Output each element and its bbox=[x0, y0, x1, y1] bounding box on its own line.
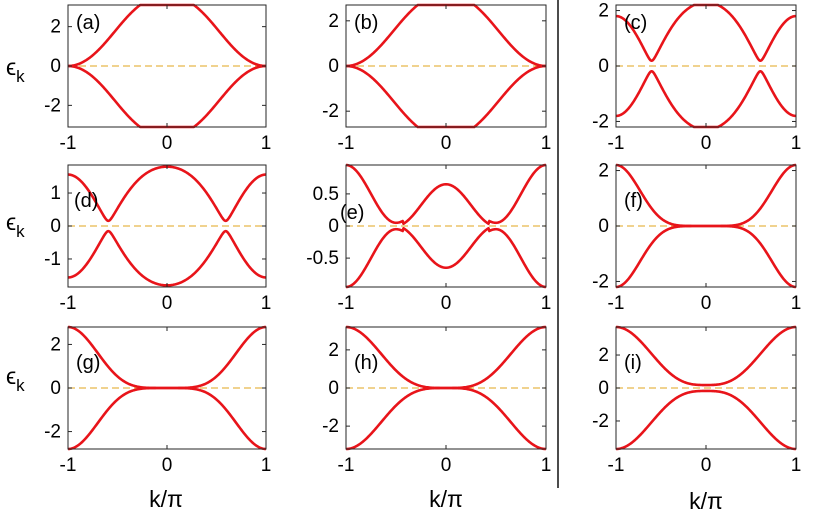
panel-f-xtick-label: -1 bbox=[608, 293, 625, 314]
panel-e-xtick-label: 1 bbox=[541, 293, 552, 314]
panel-a-ytick-label: -2 bbox=[44, 95, 61, 116]
panel-b: 2 0 -2 -1 0 1 (b) bbox=[322, 3, 552, 154]
panel-f-xtick-label: 0 bbox=[701, 293, 712, 314]
panel-h: 2 0 -2 -1 0 1 (h) bbox=[322, 325, 552, 476]
panel-i-xtick-label: 0 bbox=[701, 455, 712, 476]
panel-h-ytick-label: 0 bbox=[328, 378, 339, 399]
panel-h-label: (h) bbox=[354, 352, 378, 374]
panel-d-xtick-label: -1 bbox=[60, 293, 77, 314]
panel-c-xtick-label: 1 bbox=[791, 133, 802, 154]
panel-a: 2 0 -2 -1 0 1 (a) bbox=[44, 3, 272, 154]
panel-h-lower-band bbox=[345, 386, 547, 451]
panel-g-xtick-label: -1 bbox=[60, 455, 77, 476]
panel-e: 0.5 0 -0.5 -1 0 1 (e) bbox=[306, 163, 552, 314]
panel-i: 2 0 -2 -1 0 1 (i) bbox=[592, 325, 802, 476]
panel-e-xtick-label: 0 bbox=[441, 293, 452, 314]
x-axis-label-col3: k/π bbox=[689, 488, 723, 512]
panel-c-ytick-label: 0 bbox=[598, 56, 609, 77]
panel-e-ytick-label: 0 bbox=[328, 216, 339, 237]
panel-i-lower-band bbox=[615, 389, 797, 451]
panel-f-label: (f) bbox=[624, 190, 643, 212]
panel-b-label: (b) bbox=[354, 12, 378, 34]
panel-e-upper-band bbox=[345, 163, 547, 226]
panel-f-ytick-label: -2 bbox=[592, 271, 609, 292]
panel-b-xtick-label: -1 bbox=[338, 133, 355, 154]
panel-h-xtick-label: 1 bbox=[541, 455, 552, 476]
panel-d-xtick-label: 1 bbox=[261, 293, 272, 314]
panel-e-label: (e) bbox=[340, 202, 364, 224]
y-axis-label-row2: ϵk bbox=[6, 209, 25, 241]
x-axis-label-col1: k/π bbox=[149, 486, 183, 512]
panels: 20-2-1 0 1(a) 20-2-1 0 1(b)20-2-1 0 1(c)10-1-1 0… bbox=[44, 1, 801, 476]
y-axis-label-row1: ϵk bbox=[6, 54, 25, 86]
panel-i-xtick-label: -1 bbox=[608, 455, 625, 476]
panel-e-ytick-label: 0.5 bbox=[313, 184, 339, 205]
panel-a-ytick-label: 0 bbox=[50, 56, 61, 77]
panel-c: 2 0 -2-1 0 1 (c) bbox=[592, 1, 801, 154]
panel-c-xtick-label: -1 bbox=[608, 133, 625, 154]
panel-b-ytick-label: 2 bbox=[328, 11, 339, 32]
panel-b-ytick-label: -2 bbox=[322, 101, 339, 122]
panel-g-xtick-label: 1 bbox=[261, 455, 272, 476]
panel-f-lower-band bbox=[615, 224, 797, 289]
panel-d-ytick-label: 1 bbox=[50, 183, 61, 204]
panel-f-ytick-label: 2 bbox=[598, 161, 609, 182]
panel-f: 2 0 -2-1 0 1 (f) bbox=[592, 161, 801, 314]
panel-g-ytick-label: 0 bbox=[50, 378, 61, 399]
panel-a-label: (a) bbox=[76, 12, 100, 34]
panel-a-lower-band bbox=[67, 64, 267, 129]
panel-b-xtick-label: 1 bbox=[541, 133, 552, 154]
panel-d-lower-band bbox=[67, 229, 267, 287]
panel-f-ytick-label: 0 bbox=[598, 216, 609, 237]
panel-c-ytick-label: 2 bbox=[598, 1, 609, 22]
panel-e-lower-band bbox=[345, 226, 547, 289]
panel-b-xtick-label: 0 bbox=[441, 133, 452, 154]
panel-c-lower-band bbox=[615, 70, 797, 129]
panel-g-xtick-label: 0 bbox=[162, 455, 173, 476]
panel-g-lower-band bbox=[67, 386, 267, 451]
panel-i-ytick-label: 2 bbox=[598, 345, 609, 366]
panel-h-xtick-label: -1 bbox=[338, 455, 355, 476]
panel-i-ytick-label: 0 bbox=[598, 378, 609, 399]
y-axis-label-row3: ϵk bbox=[6, 363, 25, 395]
panel-e-xtick-label: -1 bbox=[338, 293, 355, 314]
x-axis-label-col2: k/π bbox=[429, 486, 463, 512]
panel-a-xtick-label: 1 bbox=[261, 133, 272, 154]
panel-h-ytick-label: 2 bbox=[328, 340, 339, 361]
panel-e-ytick-label: -0.5 bbox=[306, 248, 339, 269]
panel-d-xtick-label: 0 bbox=[162, 293, 173, 314]
panel-g-label: (g) bbox=[76, 352, 100, 374]
panel-f-xtick-label: 1 bbox=[791, 293, 802, 314]
panel-g-ytick-label: -2 bbox=[44, 422, 61, 443]
panel-i-ytick-label: -2 bbox=[592, 411, 609, 432]
panel-i-xtick-label: 1 bbox=[791, 455, 802, 476]
panel-a-xtick-label: 0 bbox=[162, 133, 173, 154]
panel-i-label: (i) bbox=[624, 352, 642, 374]
panel-d: 1 0 -1 -1 0 1 (d) bbox=[44, 164, 272, 314]
panel-a-ytick-label: 2 bbox=[50, 17, 61, 38]
panel-f-upper-band bbox=[615, 163, 797, 228]
panel-c-ytick-label: -2 bbox=[592, 111, 609, 132]
panel-b-ytick-label: 0 bbox=[328, 56, 339, 77]
panel-g-ytick-label: 2 bbox=[50, 334, 61, 355]
panel-d-label: (d) bbox=[74, 190, 98, 212]
panel-c-xtick-label: 0 bbox=[701, 133, 712, 154]
panel-b-lower-band bbox=[345, 64, 547, 129]
panel-d-ytick-label: 0 bbox=[50, 216, 61, 237]
panel-g: 2 0 -2 -1 0 1 (g) bbox=[44, 325, 272, 476]
panel-a-xtick-label: -1 bbox=[60, 133, 77, 154]
panel-c-label: (c) bbox=[624, 12, 647, 34]
panel-h-ytick-label: -2 bbox=[322, 416, 339, 437]
panel-h-xtick-label: 0 bbox=[441, 455, 452, 476]
panel-d-ytick-label: -1 bbox=[44, 249, 61, 270]
panel-i-upper-band bbox=[615, 325, 797, 387]
